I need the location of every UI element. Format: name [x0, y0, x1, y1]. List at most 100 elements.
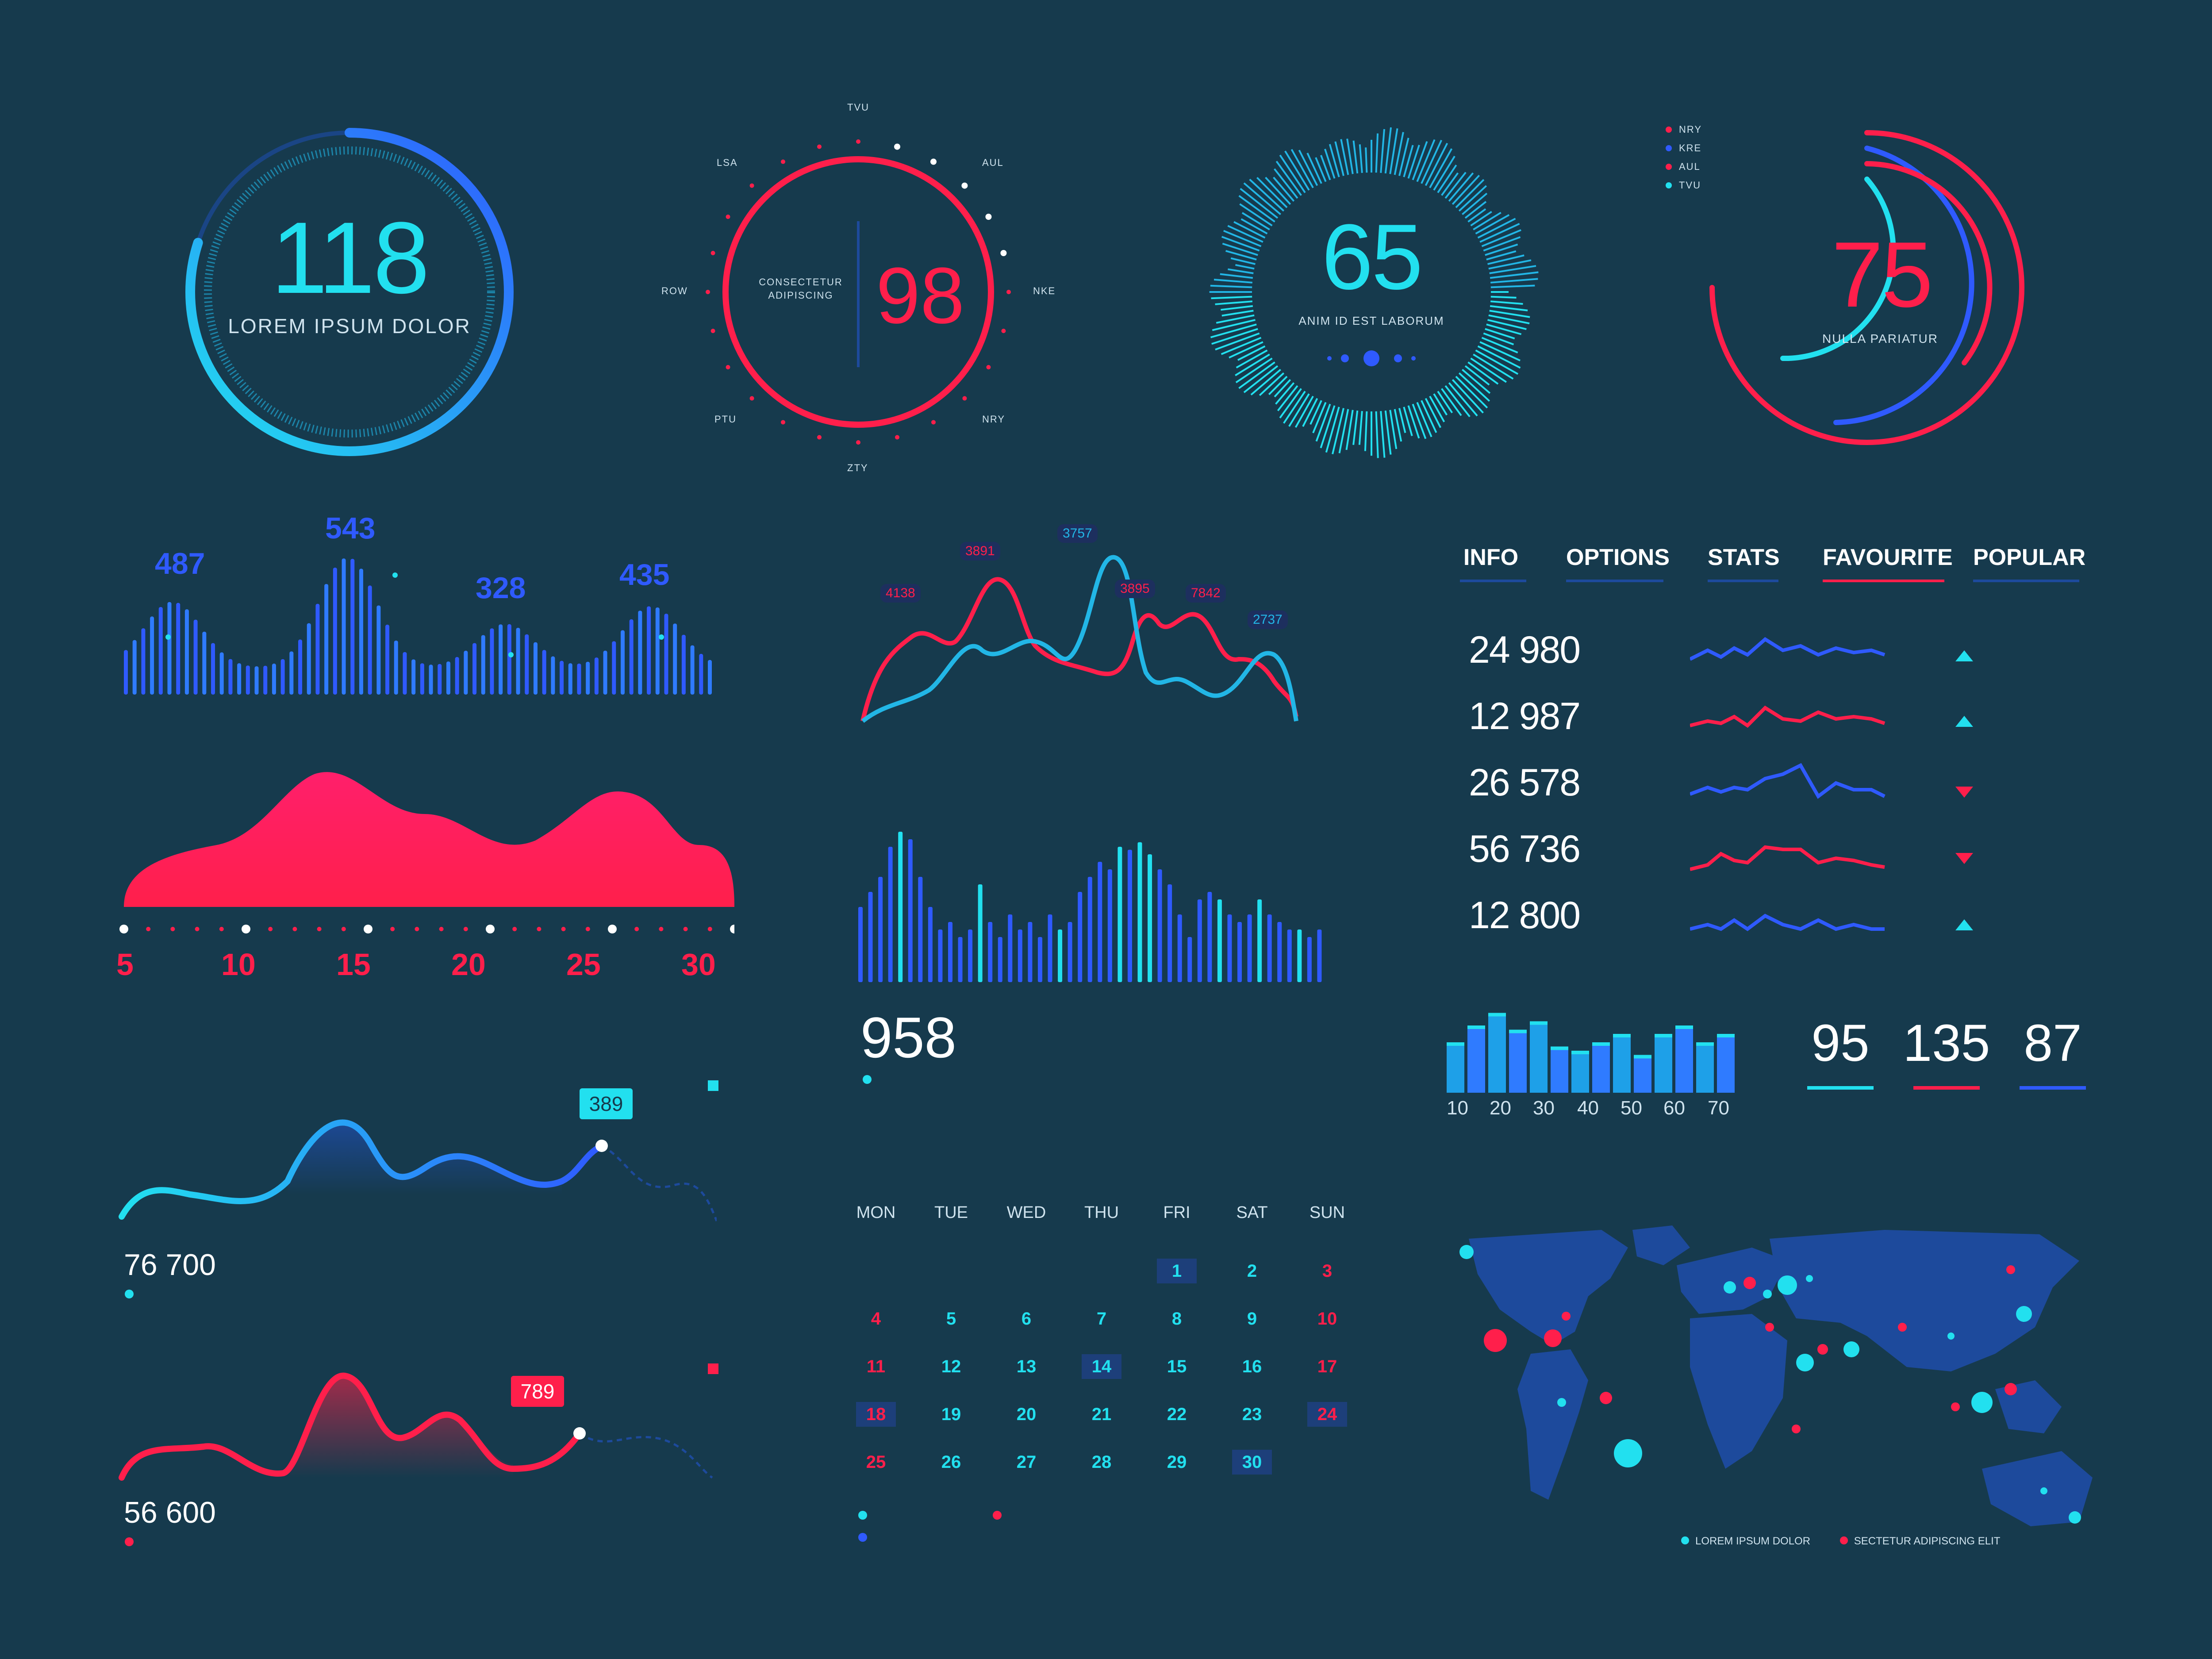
calendar-day[interactable]: 3 — [1322, 1261, 1333, 1281]
gauge-ray — [1250, 369, 1281, 396]
legend-dot — [1666, 127, 1672, 133]
calendar-day[interactable]: 21 — [1091, 1405, 1112, 1424]
calendar-day[interactable]: 2 — [1247, 1261, 1257, 1281]
gauge-ray — [1358, 411, 1363, 445]
gauge-98: 98 CONSECTETUR ADIPISCING TVU AUL NKE NR… — [641, 88, 1084, 495]
calendar-day[interactable]: 7 — [1096, 1309, 1107, 1329]
cal-dow: SAT — [1236, 1203, 1268, 1222]
center-bar-dot — [863, 1075, 872, 1084]
wave-bar — [560, 661, 564, 695]
calendar-day[interactable]: 25 — [866, 1452, 886, 1472]
calendar-day[interactable]: 20 — [1016, 1405, 1037, 1424]
peak-label-4: 435 — [619, 558, 670, 591]
gauge-ray — [1437, 391, 1453, 414]
center-bar — [1167, 884, 1172, 982]
x-label: 40 — [1577, 1097, 1599, 1119]
tab-stats[interactable]: STATS — [1708, 544, 1780, 571]
wave-bar — [237, 663, 242, 695]
calendar-day[interactable]: 30 — [1232, 1450, 1272, 1475]
gauge-118-value: 118 — [271, 201, 430, 315]
center-bar — [1177, 914, 1182, 982]
gauge-ray — [1429, 148, 1453, 188]
mini-bar-cap — [1717, 1034, 1735, 1037]
wave-bar — [298, 639, 303, 695]
gauge-ray — [1338, 409, 1349, 453]
calendar-day[interactable]: 19 — [941, 1405, 961, 1424]
stat-value: 26 578 — [1469, 761, 1581, 804]
gauge-dot — [710, 328, 715, 333]
gauge-ray — [1479, 341, 1521, 361]
gauge-65-ring — [1209, 127, 1539, 458]
center-bar-value: 958 — [860, 1005, 956, 1070]
calendar-day[interactable]: 6 — [1021, 1309, 1032, 1329]
peak-dot — [508, 652, 514, 657]
map-dot — [2040, 1487, 2047, 1494]
mini-bar-cap — [1488, 1013, 1506, 1017]
calendar-day[interactable]: 29 — [1167, 1452, 1187, 1472]
calendar-day[interactable]: 22 — [1167, 1405, 1187, 1424]
tab-popular[interactable]: POPULAR — [1973, 544, 2085, 571]
gauge-ray — [1215, 300, 1252, 305]
calendar-day[interactable]: 1 — [1157, 1259, 1197, 1283]
calendar-day[interactable]: 4 — [871, 1309, 881, 1329]
calendar-day[interactable]: 28 — [1091, 1452, 1112, 1472]
legend-item: AUL — [1666, 161, 1702, 180]
gauge-dot — [961, 182, 968, 189]
calendar-day[interactable]: 13 — [1016, 1357, 1037, 1376]
calendar-day[interactable]: 24 — [1307, 1402, 1347, 1427]
mini-bar-cap — [1571, 1051, 1589, 1054]
gauge-ray — [1237, 345, 1266, 361]
wave-card-red: 789 56 600 — [115, 1363, 718, 1557]
wave-bar — [167, 602, 172, 695]
calendar-day[interactable]: 23 — [1242, 1405, 1262, 1424]
center-bar — [1187, 937, 1192, 982]
wave-bar — [673, 623, 677, 695]
wave-bar — [629, 619, 634, 695]
calendar-day[interactable]: 18 — [856, 1402, 896, 1427]
calendar-day[interactable]: 16 — [1242, 1357, 1262, 1376]
calendar-day[interactable]: 8 — [1171, 1309, 1182, 1329]
map-dot — [1484, 1329, 1507, 1352]
calendar-day[interactable]: 5 — [946, 1309, 956, 1329]
gauge-ray — [1477, 345, 1521, 369]
center-bar — [988, 922, 993, 982]
calendar-day[interactable]: 11 — [866, 1357, 886, 1376]
gauge-ray — [1268, 376, 1288, 396]
gauge-ray — [1284, 150, 1310, 191]
tab-options[interactable]: OPTIONS — [1566, 544, 1670, 571]
gauge-dot — [986, 365, 991, 369]
calendar-day[interactable]: 9 — [1247, 1309, 1257, 1329]
gauge-ray — [1389, 128, 1398, 174]
gauge-ray — [1389, 410, 1398, 449]
center-bar — [1068, 922, 1072, 982]
calendar-day[interactable]: 10 — [1317, 1309, 1337, 1329]
gauge-75-label: NULLA PARIATUR — [1822, 332, 1938, 346]
wave-bar — [690, 645, 695, 695]
calendar-day[interactable]: 12 — [941, 1357, 961, 1376]
tab-label: INFO — [1463, 545, 1519, 570]
center-bar — [868, 892, 873, 982]
x-label: 30 — [1533, 1097, 1555, 1119]
mini-bar-cap — [1592, 1042, 1610, 1046]
center-bar — [1307, 937, 1312, 982]
center-bar — [918, 877, 923, 982]
gauge-dot — [749, 396, 754, 401]
calendar-day[interactable]: 14 — [1082, 1354, 1121, 1379]
wave-bar — [420, 663, 424, 695]
legend-label: AUL — [1679, 161, 1701, 172]
calendar-day[interactable]: 27 — [1016, 1452, 1037, 1472]
gauge-ray — [1464, 365, 1490, 386]
stat-value: 56 736 — [1469, 828, 1581, 870]
gauge-ray — [1274, 168, 1298, 199]
gauge-ray — [1444, 385, 1471, 418]
gauge-ray — [1221, 337, 1262, 355]
tab-favourite[interactable]: FAVOURITE — [1823, 544, 1953, 571]
gauge-ray — [1324, 149, 1336, 179]
gauge-ray — [1238, 361, 1275, 389]
gauge-ray — [1315, 403, 1331, 442]
tab-info[interactable]: INFO — [1460, 544, 1522, 571]
wave-bar — [219, 652, 224, 695]
calendar-day[interactable]: 17 — [1317, 1357, 1337, 1376]
calendar-day[interactable]: 15 — [1167, 1357, 1187, 1376]
calendar-day[interactable]: 26 — [941, 1452, 961, 1472]
